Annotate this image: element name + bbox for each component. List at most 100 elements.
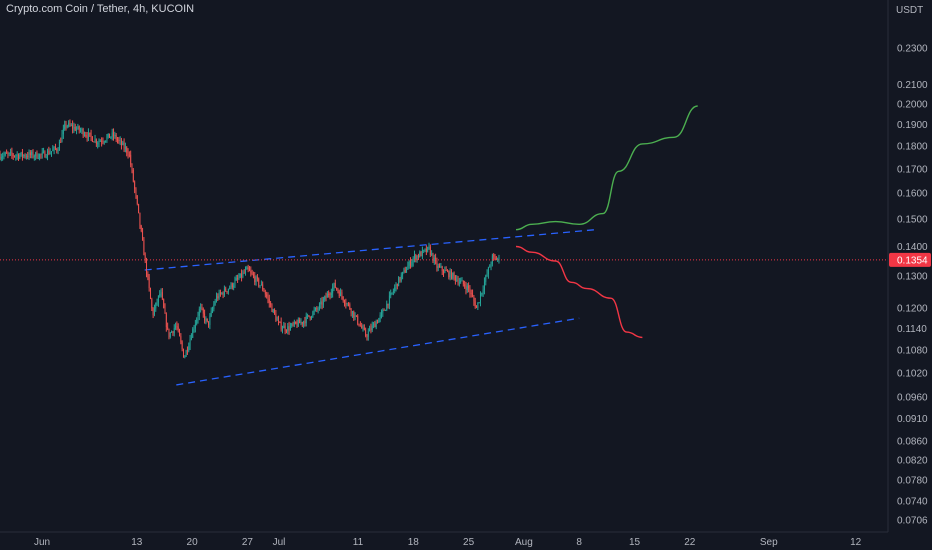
candle-body xyxy=(124,147,126,149)
candle-body xyxy=(95,139,97,144)
candle-body xyxy=(494,256,496,258)
candle-body xyxy=(307,315,309,316)
candle-body xyxy=(487,267,489,274)
candle-body xyxy=(231,283,233,288)
candle-body xyxy=(117,139,118,141)
candle-body xyxy=(161,292,163,300)
price-tick-label: 0.1200 xyxy=(897,304,928,315)
candle-body xyxy=(366,336,368,337)
candle-body xyxy=(258,278,260,286)
candle-body xyxy=(344,300,345,304)
candle-body xyxy=(53,147,55,150)
candle-body xyxy=(239,273,241,278)
candle-body xyxy=(99,141,101,142)
candle-body xyxy=(37,158,39,159)
price-tick-label: 0.1500 xyxy=(897,214,928,225)
candle-body xyxy=(267,296,269,299)
candle-body xyxy=(456,279,458,281)
candle-body xyxy=(134,181,136,189)
price-tick-label: 0.1800 xyxy=(897,142,928,153)
candle-body xyxy=(41,152,43,155)
candle-body xyxy=(49,152,51,155)
candle-body xyxy=(453,272,455,277)
candle-body xyxy=(2,156,4,158)
time-tick-label: 13 xyxy=(131,537,143,548)
price-tick-label: 0.1400 xyxy=(897,242,928,253)
price-tick-label: 0.2000 xyxy=(897,100,928,111)
candle-body xyxy=(175,325,177,329)
candle-body xyxy=(252,274,254,277)
candle-body xyxy=(373,323,375,326)
candle-body xyxy=(403,269,405,272)
price-tick-label: 0.0780 xyxy=(897,476,928,487)
candle-body xyxy=(62,128,64,135)
price-tick-label: 0.1080 xyxy=(897,346,928,357)
channel-upper-line[interactable] xyxy=(144,229,596,271)
candle-body xyxy=(23,154,25,157)
candle-body xyxy=(237,278,239,280)
candle-body xyxy=(351,311,353,314)
candle-body xyxy=(32,151,34,157)
candle-body xyxy=(51,151,52,153)
candle-body xyxy=(139,212,141,226)
candle-body xyxy=(348,303,349,305)
time-tick-label: Sep xyxy=(760,537,778,548)
price-axis[interactable]: 0.2300 0.2100 0.2000 0.1900 0.1800 0.1700 0.16… xyxy=(887,0,928,532)
projection-drawings[interactable] xyxy=(515,105,698,339)
channel-drawings[interactable] xyxy=(144,229,596,386)
candle-body xyxy=(469,288,471,294)
candle-body xyxy=(303,321,305,324)
candle-body xyxy=(101,141,103,142)
candle-body xyxy=(388,295,390,306)
candle-body xyxy=(384,310,386,311)
candle-body xyxy=(399,277,401,281)
candle-body xyxy=(160,292,162,295)
candle-body xyxy=(147,273,149,278)
bearish-projection-path[interactable] xyxy=(515,245,643,339)
candle-body xyxy=(18,154,19,159)
bullish-projection-path[interactable] xyxy=(515,105,698,231)
price-tick-label: 0.1900 xyxy=(897,120,928,131)
candle-body xyxy=(0,157,2,159)
candle-body xyxy=(429,246,431,255)
candle-body xyxy=(33,156,35,158)
candle-body xyxy=(460,280,462,283)
candle-body xyxy=(276,320,278,321)
candle-body xyxy=(94,139,96,143)
candle-body xyxy=(177,326,179,330)
candle-body xyxy=(394,287,396,291)
candle-body xyxy=(64,124,66,129)
candle-body xyxy=(200,307,202,309)
candle-body xyxy=(143,240,145,256)
candle-body xyxy=(333,282,335,288)
candle-body xyxy=(146,259,147,274)
candle-body xyxy=(167,327,169,329)
price-tick-label: 0.0706 xyxy=(897,515,928,526)
candle-body xyxy=(477,302,479,308)
candle-body xyxy=(28,152,30,157)
time-axis[interactable]: Jun 13 20 27 Jul 11 18 25 Aug 8 15 22 Sep 12 xyxy=(0,531,888,548)
last-price-label: 0.1354 xyxy=(897,255,928,266)
candle-body xyxy=(260,284,262,286)
candle-body xyxy=(325,296,327,298)
candle-body xyxy=(415,255,417,260)
candle-body xyxy=(27,156,29,158)
candle-body xyxy=(216,296,217,302)
price-tick-label: 0.1020 xyxy=(897,369,928,380)
candle-body xyxy=(229,287,231,289)
candle-body xyxy=(29,152,31,155)
candle-body xyxy=(279,321,281,323)
channel-lower-line[interactable] xyxy=(176,317,580,386)
candle-body xyxy=(122,142,124,145)
candle-body xyxy=(293,321,295,325)
candle-body xyxy=(214,301,216,305)
candle-body xyxy=(210,311,212,317)
last-price-tag: 0.1354 xyxy=(889,252,931,267)
price-tick-label: 0.1700 xyxy=(897,164,928,175)
candle-body xyxy=(76,128,78,131)
candle-body xyxy=(381,312,382,315)
candle-body xyxy=(318,304,320,310)
candle-body xyxy=(115,134,117,140)
candle-body xyxy=(25,156,27,158)
